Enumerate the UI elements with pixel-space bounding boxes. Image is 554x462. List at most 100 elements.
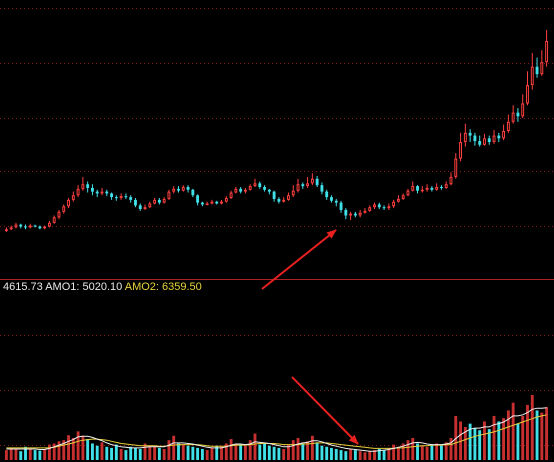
candle-body [196, 195, 200, 203]
candle [67, 198, 70, 209]
candle-body [440, 187, 443, 189]
candle-body [14, 224, 18, 228]
volume-bar [502, 418, 506, 460]
volume-bar [430, 444, 434, 460]
candle-body [220, 201, 223, 204]
candle [468, 129, 472, 143]
current-value: 4615.73 [3, 281, 43, 293]
volume-bar [215, 445, 219, 460]
candle-body [320, 185, 324, 192]
candle-body [143, 207, 147, 210]
volume-bar [124, 450, 128, 460]
candle-body [353, 213, 357, 216]
volume-bar [239, 444, 243, 460]
candle-body [215, 201, 219, 204]
candle [330, 195, 333, 203]
candle-body [411, 186, 415, 191]
candle [463, 123, 467, 147]
candle-body [339, 202, 343, 210]
volume-bar [440, 445, 443, 460]
candle-body [449, 176, 453, 185]
volume-bar [143, 443, 147, 460]
candle-body [459, 142, 462, 159]
candle-body [153, 199, 157, 204]
volume-bar [540, 412, 544, 460]
candle-body [234, 188, 238, 193]
volume-bar [315, 442, 319, 460]
volume-bar [468, 423, 472, 460]
volume-bar [114, 444, 118, 460]
volume-bar [200, 448, 204, 460]
candle [124, 193, 128, 199]
volume-bar [301, 443, 305, 460]
volume-bar [358, 451, 362, 460]
volume-bar [76, 431, 80, 460]
volume-bar [411, 437, 415, 460]
candle [210, 199, 214, 205]
candle-body [28, 225, 32, 228]
volume-bar [506, 410, 510, 460]
candle [114, 195, 118, 201]
candle-body [71, 195, 75, 200]
volume-bar [52, 443, 56, 460]
candle-body [535, 66, 539, 75]
candle-body [416, 186, 419, 191]
volume-bars [4, 395, 549, 460]
volume-bar [4, 450, 8, 460]
volume-bar [148, 445, 152, 460]
candle-body [148, 203, 152, 208]
candle [263, 185, 266, 192]
volume-bar [267, 445, 271, 460]
candle-body [243, 189, 247, 192]
candle [239, 187, 243, 194]
candle-body [511, 112, 515, 122]
candle-body [330, 197, 333, 201]
candle-body [492, 135, 496, 143]
moving-average-lines [6, 407, 547, 452]
candle [229, 190, 233, 199]
volume-bar [181, 444, 185, 460]
candle [62, 204, 66, 214]
volume-bar [497, 421, 501, 460]
candle [248, 184, 252, 191]
candle-body [100, 191, 104, 194]
volume-bar [196, 447, 200, 460]
candle-body [172, 188, 176, 192]
candle [38, 225, 42, 230]
candle [19, 223, 23, 229]
candle [110, 192, 113, 200]
candle [344, 208, 348, 220]
volume-bar [220, 446, 223, 460]
candle-body [373, 204, 376, 208]
candle-body [296, 184, 300, 191]
candle-body [526, 85, 529, 104]
candle-body [497, 135, 501, 139]
candle-body [540, 62, 544, 75]
candle-body [162, 198, 166, 203]
volume-bar [473, 428, 477, 460]
volume-bar [91, 443, 94, 460]
candle-body [325, 191, 329, 198]
volume-bar [258, 444, 262, 460]
volume-bar [325, 446, 329, 460]
volume-bar [191, 446, 195, 460]
candle [301, 182, 305, 189]
volume-bar [521, 415, 525, 460]
candle-body [401, 195, 405, 199]
volume-bar [138, 448, 142, 460]
volume-bar [86, 439, 90, 460]
annotation-arrows [261, 229, 359, 445]
volume-bar [478, 430, 482, 460]
volume-bar [210, 447, 214, 460]
candle-body [263, 187, 266, 190]
candle-body [363, 210, 367, 213]
candle [358, 209, 362, 218]
candle [339, 200, 343, 213]
candle-body [473, 135, 477, 142]
candle [57, 209, 61, 220]
volume-bar [511, 402, 515, 460]
volume-bar [248, 440, 252, 460]
candle-body [62, 206, 66, 212]
candle-body [516, 112, 520, 117]
